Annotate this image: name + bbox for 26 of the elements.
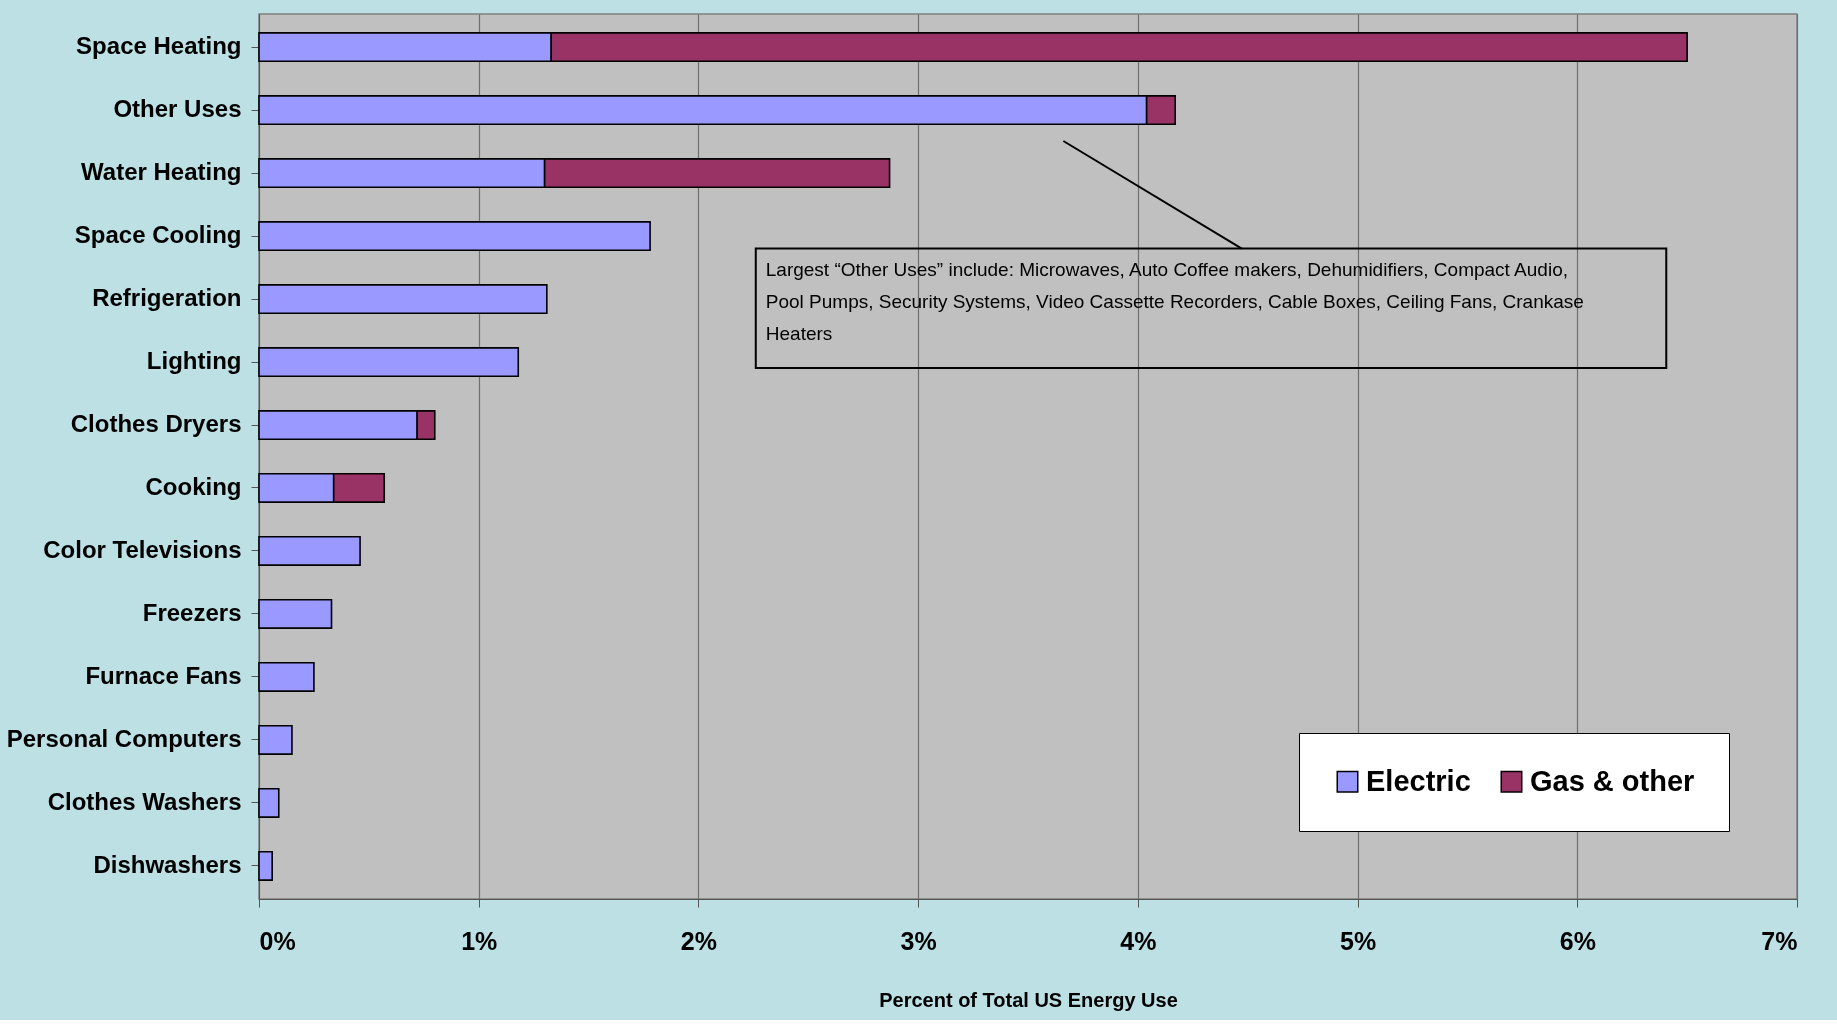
annotation: Largest “Other Uses” include: Microwaves, Auto Coffee makers, Dehumidifiers, Compact Audio, Pool Pumps, Security Systems, Video Cassette Recorders, Cable Boxes, Ceiling Fans, Crankase Heaters (765, 258, 1584, 344)
x-tick-label: 4% (1120, 926, 1157, 955)
x-tick-label: 0% (259, 926, 296, 955)
x-tick-label: 3% (900, 926, 937, 955)
x-axis-title: Percent of Total US Energy Use (879, 988, 1178, 1011)
y-tick-label: Space Cooling (74, 221, 242, 249)
y-tick-label: Color Televisions (43, 535, 242, 563)
y-tick-label: Water Heating (81, 158, 242, 186)
y-tick-label: Dishwashers (93, 850, 242, 878)
y-tick-label: Freezers (142, 598, 242, 626)
x-tick-label: 1% (461, 926, 498, 955)
x-tick-label: 6% (1559, 926, 1596, 955)
legend-label: Electric (1366, 764, 1471, 797)
y-tick-label: Personal Computers (6, 724, 242, 752)
y-tick-label: Clothes Dryers (70, 410, 242, 438)
x-tick-label: 5% (1340, 926, 1377, 955)
legend-label: Gas & other (1530, 764, 1695, 797)
y-tick-label: Lighting (146, 347, 242, 375)
y-tick-label: Refrigeration (92, 284, 242, 312)
y-tick-label: Other Uses (113, 95, 242, 123)
y-tick-label: Furnace Fans (85, 661, 242, 689)
x-tick-label: 7% (1761, 926, 1798, 955)
x-tick-label: 2% (680, 926, 717, 955)
y-tick-label: Cooking (145, 472, 242, 500)
y-tick-label: Clothes Washers (47, 787, 242, 815)
y-tick-label: Space Heating (76, 32, 242, 60)
